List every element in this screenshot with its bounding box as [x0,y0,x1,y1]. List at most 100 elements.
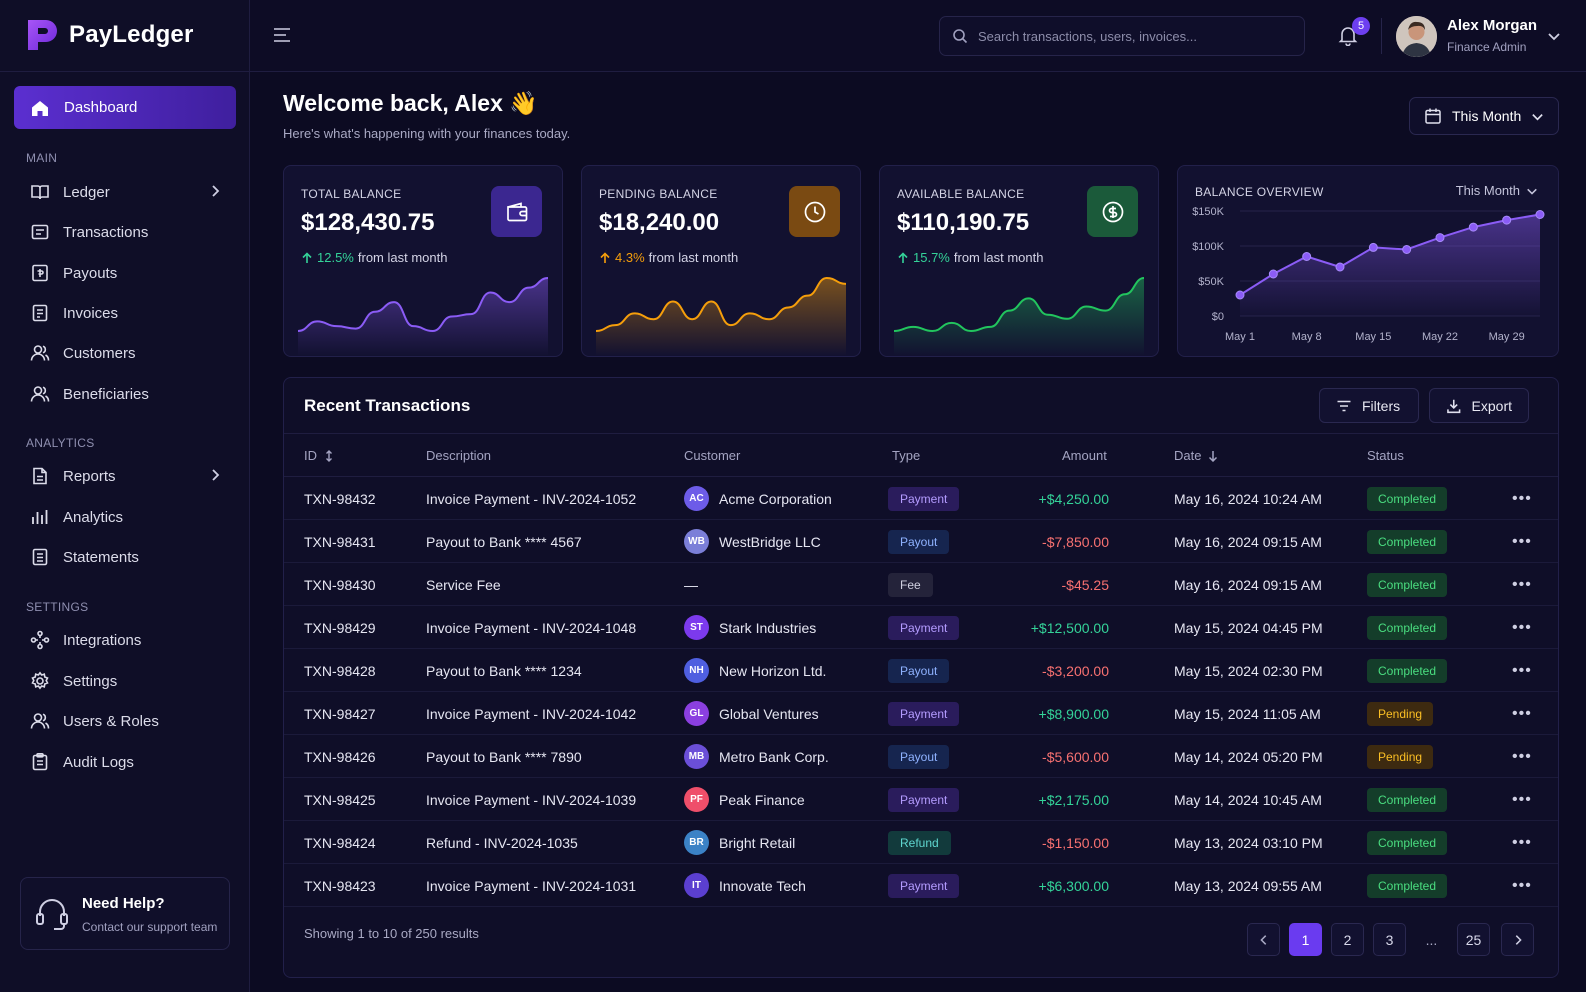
report-icon [33,467,47,485]
x-tick-label: May 8 [1292,331,1322,343]
users-roles-icon [30,713,50,729]
pagination-page-1[interactable]: 1 [1289,923,1322,956]
row-actions-icon[interactable]: ••• [1512,747,1532,765]
pagination-page-2[interactable]: 2 [1331,923,1364,956]
export-button[interactable]: Export [1429,388,1529,423]
chevron-down-icon[interactable] [1547,29,1561,43]
search-box[interactable] [939,16,1305,56]
table-row[interactable]: TXN-98424 Refund - INV-2024-1035 BR Brigh… [284,821,1558,864]
nav-section-analytics: ANALYTICS [26,436,95,450]
column-header-date[interactable]: Date [1174,448,1219,463]
table-row[interactable]: TXN-98426 Payout to Bank **** 7890 MB Met… [284,735,1558,778]
brand-logo[interactable]: PayLedger [26,18,194,52]
sidebar-item-settings[interactable]: Settings [30,666,226,696]
cell-date: May 13, 2024 03:10 PM [1174,834,1323,851]
help-card[interactable]: Need Help? Contact our support team [20,877,230,950]
row-actions-icon[interactable]: ••• [1512,489,1532,507]
menu-icon[interactable] [272,25,292,45]
table-row[interactable]: TXN-98423 Invoice Payment - INV-2024-103… [284,864,1558,907]
stat-card-available-balance[interactable]: AVAILABLE BALANCE $110,190.75 15.7% from… [879,165,1159,357]
sidebar-item-invoices[interactable]: Invoices [30,298,226,328]
type-badge: Refund [888,830,951,855]
sidebar-item-audit-logs[interactable]: Audit Logs [30,747,226,777]
row-actions-icon[interactable]: ••• [1512,704,1532,722]
sidebar-item-transactions[interactable]: Transactions [30,217,226,247]
table-row[interactable]: TXN-98425 Invoice Payment - INV-2024-103… [284,778,1558,821]
cell-amount: +$6,300.00 [1038,877,1109,894]
card-delta-value: 12.5% [317,250,354,265]
row-actions-icon[interactable]: ••• [1512,661,1532,679]
pagination-page-3[interactable]: 3 [1373,923,1406,956]
card-delta: 15.7% from last month [897,250,1043,265]
sidebar-item-ledger[interactable]: Ledger [30,177,226,207]
row-actions-icon[interactable]: ••• [1512,876,1532,894]
user-role: Finance Admin [1447,40,1527,54]
stat-card-pending-balance[interactable]: PENDING BALANCE $18,240.00 4.3% from las… [581,165,861,357]
period-selector[interactable]: This Month [1409,97,1559,135]
statement-icon [32,548,48,566]
card-icon-box [491,186,542,237]
sidebar-item-users-roles[interactable]: Users & Roles [30,706,226,736]
row-actions-icon[interactable]: ••• [1512,532,1532,550]
sidebar-item-reports[interactable]: Reports [30,461,226,491]
chart-period-selector[interactable]: This Month [1456,183,1538,198]
pagination-page-25[interactable]: 25 [1457,923,1490,956]
cell-status: Completed [1367,778,1448,821]
card-delta-text: from last month [648,250,739,265]
users-icon [30,345,50,361]
table-row[interactable]: TXN-98429 Invoice Payment - INV-2024-104… [284,606,1558,649]
cell-customer: ST Stark Industries [684,606,816,649]
nav-section-settings: SETTINGS [26,600,89,614]
export-label: Export [1471,397,1512,414]
table-row[interactable]: TXN-98428 Payout to Bank **** 1234 NH New… [284,649,1558,692]
table-row[interactable]: TXN-98430 Service Fee — Fee -$45.25 May … [284,563,1558,606]
sparkline-available-balance [893,277,1145,356]
cell-id: TXN-98430 [304,576,376,593]
table-row[interactable]: TXN-98427 Invoice Payment - INV-2024-104… [284,692,1558,735]
column-header-amount[interactable]: Amount [1062,448,1107,463]
status-badge: Pending [1367,744,1434,769]
bell-icon[interactable] [1337,24,1359,46]
dollar-icon [1102,201,1123,222]
home-icon [32,100,48,116]
sidebar-item-beneficiaries[interactable]: Beneficiaries [30,379,226,409]
column-header-id[interactable]: ID [304,448,335,463]
row-actions-icon[interactable]: ••• [1512,618,1532,636]
search-input[interactable] [978,28,1278,44]
card-label: PENDING BALANCE [599,187,718,201]
column-header-description[interactable]: Description [426,448,491,463]
table-row[interactable]: TXN-98432 Invoice Payment - INV-2024-105… [284,477,1558,520]
sidebar-item-statements[interactable]: Statements [30,542,226,572]
chevron-left-icon [1259,934,1266,945]
chevron-down-icon [1527,188,1537,195]
sidebar-item-analytics[interactable]: Analytics [30,502,226,532]
cell-customer: NH New Horizon Ltd. [684,649,826,692]
sidebar-item-dashboard[interactable]: Dashboard [14,86,236,129]
stat-card-total-balance[interactable]: TOTAL BALANCE $128,430.75 12.5% from las… [283,165,563,357]
filters-button[interactable]: Filters [1319,388,1419,423]
column-header-type[interactable]: Type [892,448,920,463]
cell-id: TXN-98432 [304,490,376,507]
avatar[interactable] [1396,16,1437,57]
row-actions-icon[interactable]: ••• [1512,575,1532,593]
receipt-icon [31,224,49,240]
nav-section-main: MAIN [26,151,58,165]
filters-label: Filters [1362,397,1401,414]
pagination-next-button[interactable] [1501,923,1534,956]
row-actions-icon[interactable]: ••• [1512,833,1532,851]
pagination-prev-button[interactable] [1247,923,1280,956]
cell-amount: +$12,500.00 [1030,619,1109,636]
data-point [1302,252,1312,261]
cell-customer: WB WestBridge LLC [684,520,821,563]
column-header-customer[interactable]: Customer [684,448,740,463]
x-tick-label: May 1 [1225,331,1255,343]
sidebar-item-payouts[interactable]: Payouts [30,258,226,288]
sidebar-item-integrations[interactable]: Integrations [30,625,226,655]
column-header-status[interactable]: Status [1367,448,1404,463]
column-label: Amount [1062,448,1107,463]
card-label: TOTAL BALANCE [301,187,402,201]
sidebar-item-customers[interactable]: Customers [30,338,226,368]
book-icon [31,185,49,200]
row-actions-icon[interactable]: ••• [1512,790,1532,808]
table-row[interactable]: TXN-98431 Payout to Bank **** 4567 WB Wes… [284,520,1558,563]
